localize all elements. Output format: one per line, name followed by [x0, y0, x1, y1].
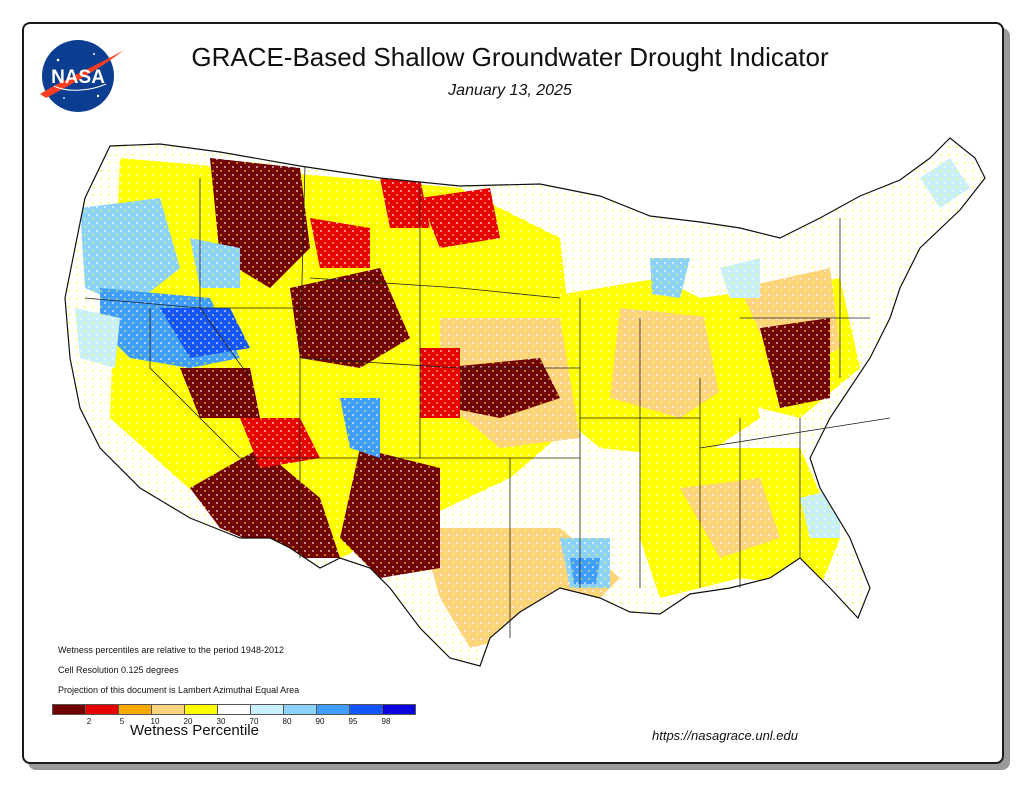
note-percentile-period: Wetness percentiles are relative to the …	[58, 645, 284, 655]
us-drought-map	[64, 137, 986, 667]
legend-tick-10: 10	[150, 717, 160, 726]
legend-swatch-3	[151, 704, 185, 715]
legend-tick-95: 95	[348, 717, 358, 726]
legend-tick-30: 30	[216, 717, 226, 726]
drought-raster	[65, 138, 985, 666]
legend-swatch-8	[316, 704, 350, 715]
legend-tick-80: 80	[282, 717, 292, 726]
svg-text:NASA: NASA	[51, 67, 105, 88]
note-cell-resolution: Cell Resolution 0.125 degrees	[58, 665, 179, 675]
legend-swatch-2	[118, 704, 152, 715]
legend-ticks: 2 5 10 20 30 70 80 90 95 98	[52, 715, 472, 729]
source-url[interactable]: https://nasagrace.unl.edu	[652, 728, 798, 743]
legend: 2 5 10 20 30 70 80 90 95 98	[52, 704, 472, 729]
map-title: GRACE-Based Shallow Groundwater Drought …	[191, 42, 829, 72]
legend-swatch-7	[283, 704, 317, 715]
map-date: January 13, 2025	[448, 82, 572, 99]
legend-swatch-1	[85, 704, 119, 715]
legend-swatch-9	[349, 704, 383, 715]
legend-swatch-0	[52, 704, 86, 715]
legend-colorbar	[52, 704, 472, 715]
legend-tick-90: 90	[315, 717, 325, 726]
legend-tick-2: 2	[86, 717, 92, 726]
legend-swatch-4	[184, 704, 218, 715]
note-projection: Projection of this document is Lambert A…	[58, 685, 300, 695]
legend-title: Wetness Percentile	[130, 722, 259, 739]
legend-tick-70: 70	[249, 717, 259, 726]
legend-swatch-6	[250, 704, 284, 715]
legend-tick-5: 5	[119, 717, 125, 726]
legend-tick-20: 20	[183, 717, 193, 726]
map-notes: Wetness percentiles are relative to the …	[58, 640, 299, 700]
legend-swatch-10	[382, 704, 416, 715]
legend-tick-98: 98	[381, 717, 391, 726]
nasa-logo: NASA	[40, 40, 124, 112]
legend-swatch-5	[217, 704, 251, 715]
